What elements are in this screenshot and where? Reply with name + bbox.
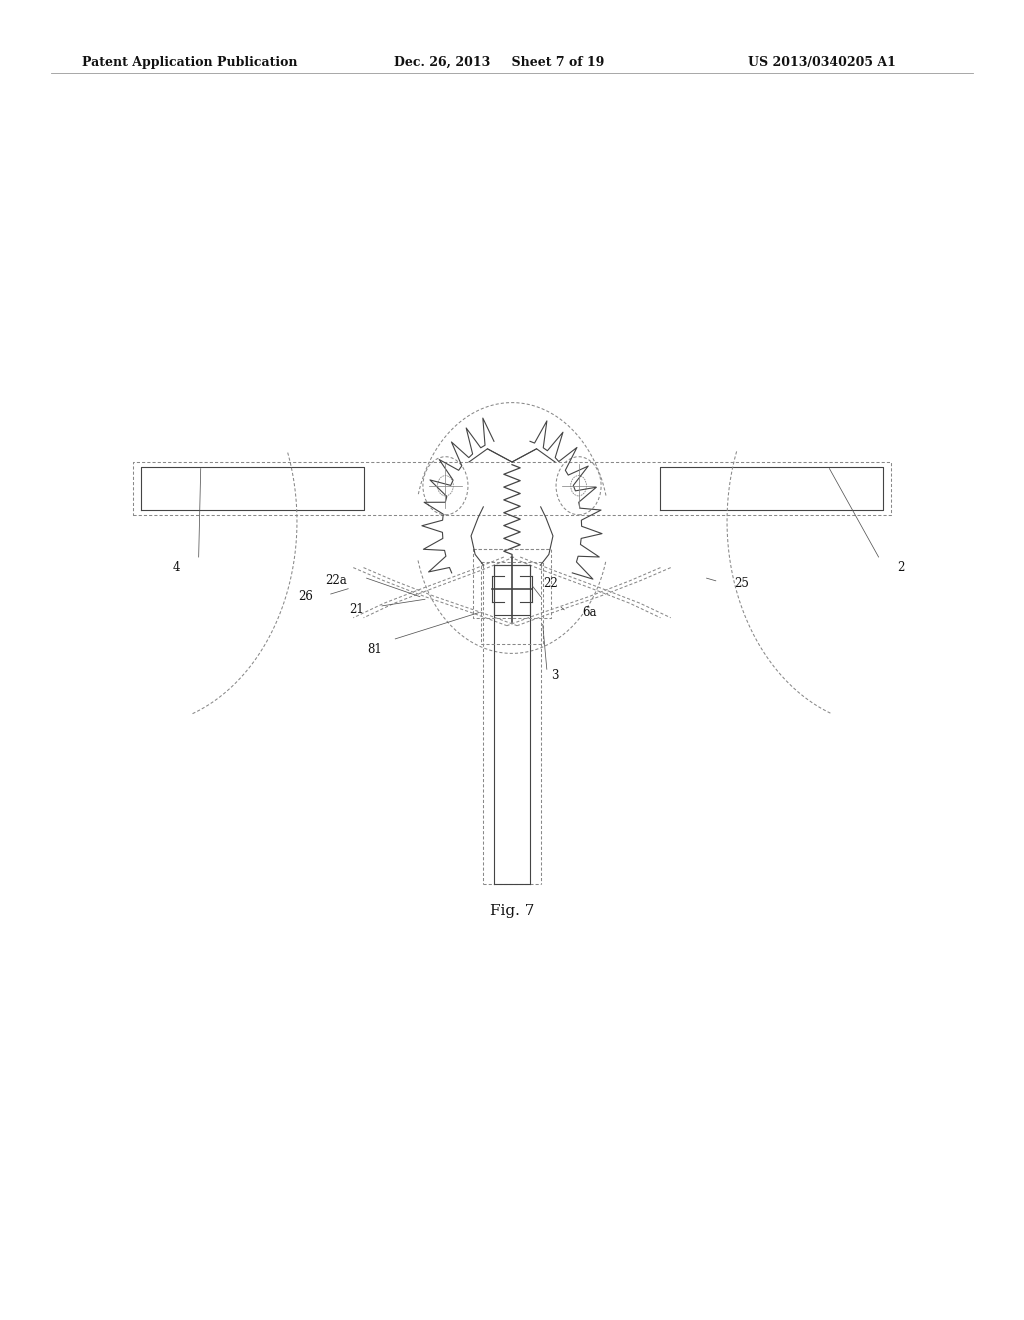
Text: 25: 25 [734,577,749,590]
Text: 81: 81 [368,643,382,656]
Text: Dec. 26, 2013   Sheet 7 of 19: Dec. 26, 2013 Sheet 7 of 19 [394,55,604,69]
Text: Patent Application Publication: Patent Application Publication [82,55,297,69]
Text: 26: 26 [298,590,312,603]
Text: 3: 3 [551,669,559,682]
Text: US 2013/0340205 A1: US 2013/0340205 A1 [748,55,895,69]
Text: Fig. 7: Fig. 7 [489,904,535,917]
Text: 4: 4 [172,561,180,574]
Text: 6a: 6a [583,606,597,619]
Text: 22: 22 [544,577,558,590]
Text: 21: 21 [349,603,364,616]
Text: 22a: 22a [325,574,347,587]
Text: 2: 2 [897,561,905,574]
